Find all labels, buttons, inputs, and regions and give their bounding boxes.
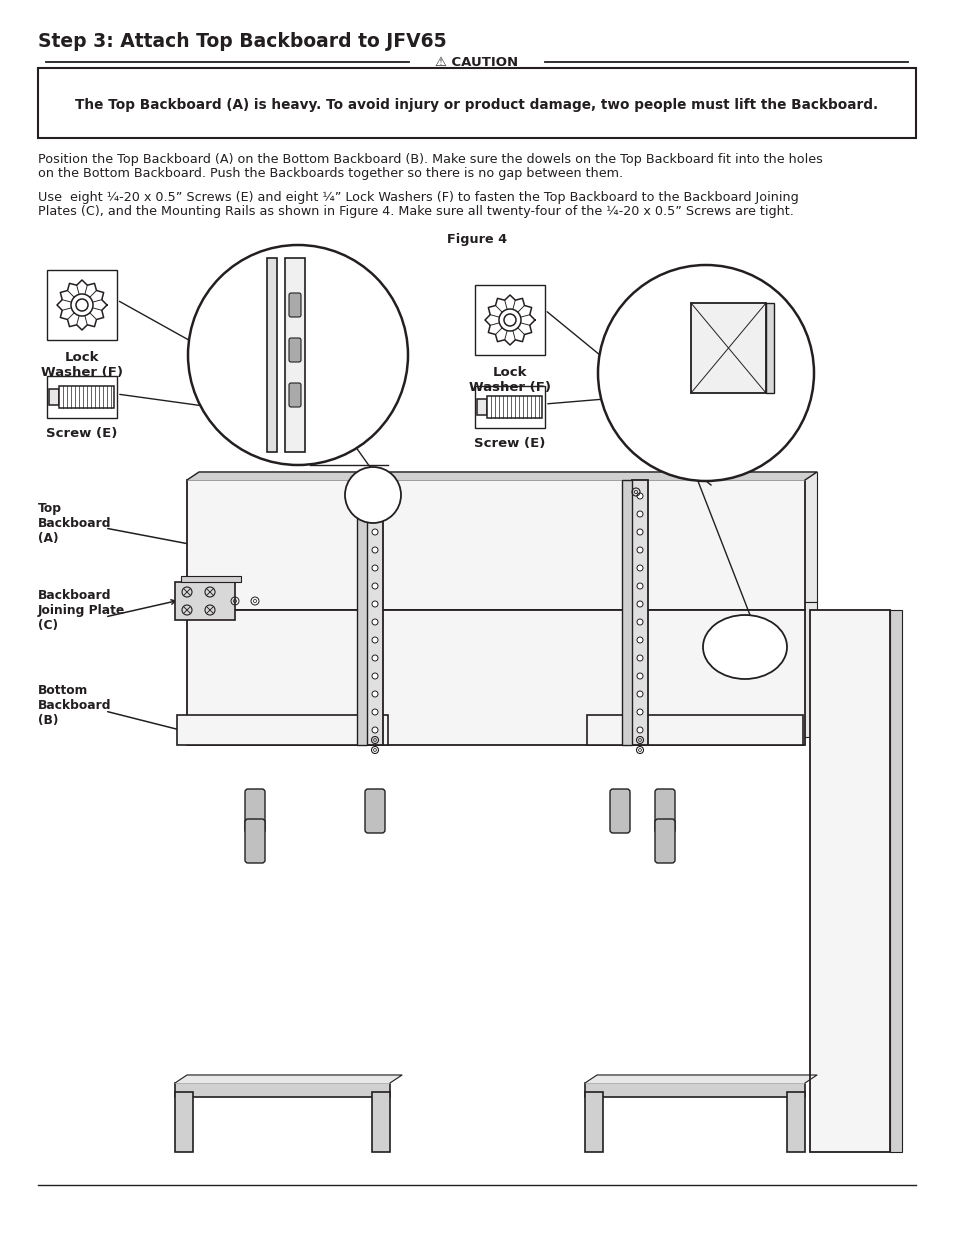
FancyBboxPatch shape	[289, 338, 301, 362]
Circle shape	[372, 637, 377, 643]
Circle shape	[637, 727, 642, 734]
Text: Figure 4: Figure 4	[446, 233, 507, 246]
Bar	[177, 715, 388, 745]
Bar	[47, 270, 117, 340]
Polygon shape	[584, 1074, 816, 1083]
Bar	[199, 601, 816, 737]
Bar	[59, 387, 114, 408]
Circle shape	[372, 511, 377, 517]
Bar	[487, 396, 542, 417]
Ellipse shape	[702, 615, 786, 679]
Circle shape	[637, 619, 642, 625]
Circle shape	[372, 709, 377, 715]
Bar	[174, 1083, 390, 1097]
Text: Bottom
Backboard
(B): Bottom Backboard (B)	[38, 683, 112, 726]
Bar	[477, 399, 487, 415]
Circle shape	[637, 655, 642, 661]
Bar	[38, 68, 915, 138]
Circle shape	[372, 547, 377, 553]
Bar	[285, 258, 305, 452]
Circle shape	[637, 583, 642, 589]
Circle shape	[637, 493, 642, 499]
Text: Position the Top Backboard (A) on the Bottom Backboard (B). Make sure the dowels: Position the Top Backboard (A) on the Bo…	[38, 153, 822, 165]
Circle shape	[372, 673, 377, 679]
Bar	[267, 258, 276, 452]
Circle shape	[372, 692, 377, 697]
Bar	[475, 387, 544, 429]
Bar	[187, 480, 804, 610]
Circle shape	[372, 619, 377, 625]
Circle shape	[372, 727, 377, 734]
Bar	[367, 475, 382, 745]
Bar	[631, 480, 647, 745]
FancyBboxPatch shape	[655, 789, 675, 832]
Text: Lock
Washer (F): Lock Washer (F)	[41, 351, 123, 379]
Bar	[584, 1092, 602, 1152]
Text: on the Bottom Backboard. Push the Backboards together so there is no gap between: on the Bottom Backboard. Push the Backbo…	[38, 167, 622, 180]
Text: Backboard
Joining Plate
(C): Backboard Joining Plate (C)	[38, 589, 125, 631]
Text: Plates (C), and the Mounting Rails as shown in Figure 4. Make sure all twenty-fo: Plates (C), and the Mounting Rails as sh…	[38, 205, 793, 219]
Bar	[47, 375, 117, 417]
Circle shape	[637, 709, 642, 715]
Bar	[586, 715, 802, 745]
FancyBboxPatch shape	[245, 819, 265, 863]
Circle shape	[372, 601, 377, 606]
Bar	[181, 576, 241, 582]
Circle shape	[372, 529, 377, 535]
Text: Lock
Washer (F): Lock Washer (F)	[469, 366, 551, 394]
Bar	[187, 610, 804, 745]
Circle shape	[637, 673, 642, 679]
Bar	[584, 1083, 804, 1097]
Bar	[475, 285, 544, 354]
Bar	[174, 1092, 193, 1152]
Circle shape	[637, 692, 642, 697]
Circle shape	[637, 564, 642, 571]
Circle shape	[637, 529, 642, 535]
FancyBboxPatch shape	[289, 383, 301, 408]
Bar	[356, 475, 367, 745]
Bar	[809, 610, 889, 1152]
Bar	[765, 303, 773, 393]
Circle shape	[372, 583, 377, 589]
Text: ⚠ CAUTION: ⚠ CAUTION	[435, 56, 518, 68]
Circle shape	[637, 601, 642, 606]
Circle shape	[372, 493, 377, 499]
Bar	[889, 610, 901, 1152]
Bar	[372, 1092, 390, 1152]
Circle shape	[598, 266, 813, 480]
Bar	[199, 472, 816, 601]
Bar	[690, 303, 765, 393]
FancyBboxPatch shape	[655, 819, 675, 863]
Circle shape	[637, 511, 642, 517]
FancyBboxPatch shape	[245, 789, 265, 832]
Text: Use  eight ¼-20 x 0.5” Screws (E) and eight ¼” Lock Washers (F) to fasten the To: Use eight ¼-20 x 0.5” Screws (E) and eig…	[38, 191, 798, 204]
FancyBboxPatch shape	[365, 789, 385, 832]
Polygon shape	[187, 472, 816, 480]
Circle shape	[345, 467, 400, 522]
Text: Step 3: Attach Top Backboard to JFV65: Step 3: Attach Top Backboard to JFV65	[38, 32, 446, 51]
Circle shape	[637, 547, 642, 553]
Circle shape	[372, 564, 377, 571]
Text: Screw (E): Screw (E)	[474, 437, 545, 450]
Text: Top
Backboard
(A): Top Backboard (A)	[38, 501, 112, 545]
Circle shape	[637, 637, 642, 643]
Bar	[50, 389, 59, 405]
Text: The Top Backboard (A) is heavy. To avoid injury or product damage, two people mu: The Top Backboard (A) is heavy. To avoid…	[75, 98, 878, 112]
Bar	[621, 480, 631, 745]
FancyBboxPatch shape	[289, 293, 301, 317]
Polygon shape	[174, 1074, 401, 1083]
Bar	[786, 1092, 804, 1152]
Text: Screw (E): Screw (E)	[47, 427, 117, 440]
Circle shape	[372, 655, 377, 661]
Bar	[174, 582, 234, 620]
Circle shape	[188, 245, 408, 466]
FancyBboxPatch shape	[609, 789, 629, 832]
